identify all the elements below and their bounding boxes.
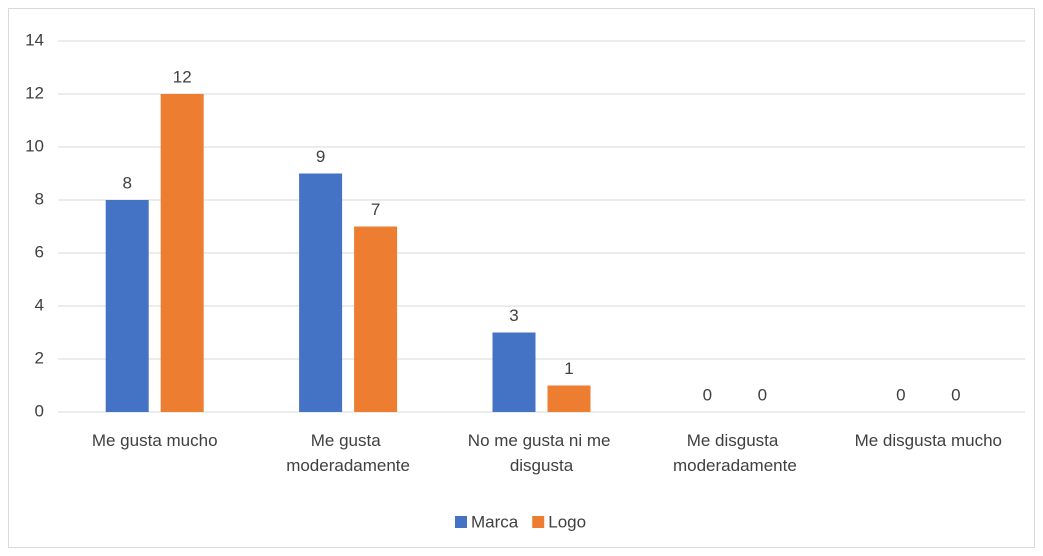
y-tick-label: 8 xyxy=(35,189,44,208)
bar xyxy=(547,385,591,412)
y-tick-label: 12 xyxy=(25,83,44,102)
legend-swatch xyxy=(532,516,545,528)
data-label: 3 xyxy=(509,306,518,325)
legend-label: Marca xyxy=(471,512,519,531)
x-tick-label: Me gusta mucho xyxy=(92,431,218,450)
data-label: 9 xyxy=(316,147,325,166)
data-label: 7 xyxy=(371,200,380,219)
bar xyxy=(354,226,398,412)
legend-label: Logo xyxy=(548,512,586,531)
data-label: 0 xyxy=(703,385,712,404)
data-label: 12 xyxy=(173,67,192,86)
bar xyxy=(492,332,536,412)
data-label: 1 xyxy=(564,359,573,378)
bar xyxy=(299,173,343,412)
bar xyxy=(160,94,204,412)
y-tick-label: 4 xyxy=(35,295,44,314)
y-tick-label: 10 xyxy=(25,136,44,155)
data-label: 0 xyxy=(758,385,767,404)
data-label: 0 xyxy=(896,385,905,404)
y-tick-label: 6 xyxy=(35,242,44,261)
x-tick-label: Me gusta moderadamente xyxy=(286,431,410,475)
data-label: 8 xyxy=(122,173,131,192)
legend-swatch xyxy=(455,516,467,528)
x-tick-label: No me gusta ni me disgusta xyxy=(468,431,615,475)
y-tick-label: 2 xyxy=(35,348,44,367)
y-tick-label: 0 xyxy=(35,401,44,420)
x-tick-label: Me disgusta mucho xyxy=(855,431,1002,450)
bar xyxy=(105,200,149,412)
data-label: 0 xyxy=(951,385,960,404)
x-tick-label: Me disgusta moderadamente xyxy=(673,431,797,475)
y-tick-label: 14 xyxy=(25,30,44,49)
